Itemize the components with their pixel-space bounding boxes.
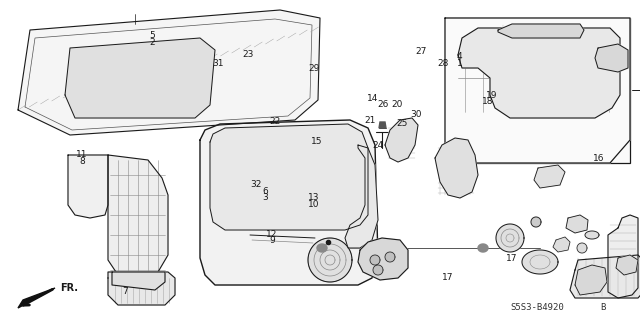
Text: 3: 3 <box>263 193 268 202</box>
Text: 18: 18 <box>482 97 493 106</box>
Polygon shape <box>498 24 584 38</box>
Polygon shape <box>358 238 408 280</box>
Text: 21: 21 <box>364 116 376 125</box>
Text: 13: 13 <box>308 193 319 202</box>
Polygon shape <box>379 122 386 128</box>
Text: 5: 5 <box>150 31 155 40</box>
Polygon shape <box>345 145 378 248</box>
Polygon shape <box>385 252 395 262</box>
Polygon shape <box>522 250 558 274</box>
Text: 22: 22 <box>269 117 281 126</box>
Polygon shape <box>65 38 215 118</box>
Polygon shape <box>595 44 628 72</box>
Polygon shape <box>585 231 599 239</box>
Text: 26: 26 <box>377 100 388 109</box>
Text: 8: 8 <box>79 157 84 166</box>
Polygon shape <box>570 255 640 298</box>
Polygon shape <box>445 18 630 163</box>
Polygon shape <box>18 10 320 135</box>
Polygon shape <box>112 272 165 290</box>
Polygon shape <box>18 288 55 308</box>
Text: 30: 30 <box>410 110 422 119</box>
Text: 11: 11 <box>76 150 88 159</box>
Polygon shape <box>496 224 524 252</box>
Polygon shape <box>370 255 380 265</box>
Polygon shape <box>210 124 368 230</box>
Polygon shape <box>577 243 587 253</box>
Text: 29: 29 <box>308 64 319 73</box>
Text: 14: 14 <box>367 94 378 103</box>
Polygon shape <box>435 138 478 198</box>
Polygon shape <box>608 215 638 298</box>
Polygon shape <box>68 155 108 218</box>
Text: 32: 32 <box>250 180 262 189</box>
Text: 17: 17 <box>442 273 454 282</box>
Polygon shape <box>317 244 327 252</box>
Text: 24: 24 <box>372 141 383 150</box>
Polygon shape <box>108 155 168 280</box>
Text: 7: 7 <box>122 287 127 296</box>
Text: 17: 17 <box>506 254 518 263</box>
Text: FR.: FR. <box>60 283 78 293</box>
Polygon shape <box>575 265 607 295</box>
Text: 10: 10 <box>308 200 319 209</box>
Polygon shape <box>200 120 378 285</box>
Polygon shape <box>531 217 541 227</box>
Text: 15: 15 <box>311 137 323 146</box>
Text: 4: 4 <box>457 52 462 61</box>
Text: 20: 20 <box>391 100 403 109</box>
Text: 23: 23 <box>243 50 254 59</box>
Polygon shape <box>566 215 588 233</box>
Polygon shape <box>385 118 418 162</box>
Bar <box>445 18 630 163</box>
Polygon shape <box>373 265 383 275</box>
Polygon shape <box>108 272 175 305</box>
Text: B: B <box>600 303 605 313</box>
Polygon shape <box>478 244 488 252</box>
Polygon shape <box>534 165 565 188</box>
Polygon shape <box>308 238 352 282</box>
Text: 6: 6 <box>263 187 268 196</box>
Text: 28: 28 <box>437 59 449 68</box>
Text: 19: 19 <box>486 91 497 100</box>
Text: 1: 1 <box>457 59 462 68</box>
Text: S5S3-B4920: S5S3-B4920 <box>510 303 564 313</box>
Text: 16: 16 <box>593 154 604 163</box>
Polygon shape <box>458 28 620 118</box>
Text: 12: 12 <box>266 230 278 239</box>
Text: 25: 25 <box>396 119 408 128</box>
Text: 31: 31 <box>212 59 223 68</box>
Polygon shape <box>616 255 638 275</box>
Polygon shape <box>553 237 570 252</box>
Text: 27: 27 <box>415 47 427 56</box>
Text: 2: 2 <box>150 38 155 47</box>
Text: 9: 9 <box>269 236 275 245</box>
